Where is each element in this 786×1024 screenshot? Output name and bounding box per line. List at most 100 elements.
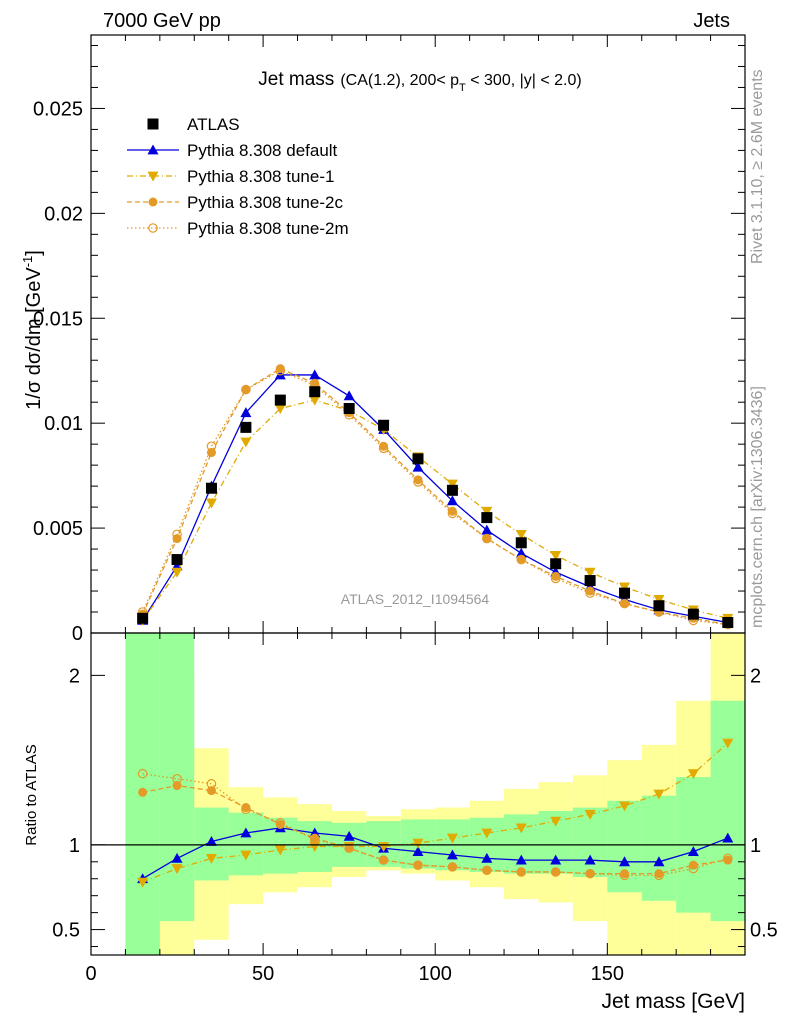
- ratio-point-3: [619, 870, 630, 881]
- ratio-panel-series: [137, 738, 734, 888]
- ratio-point-0: [240, 827, 252, 838]
- ratio-tick-label: 2: [69, 665, 80, 687]
- main-panel-series: [137, 364, 734, 630]
- series-point-1: [550, 550, 562, 561]
- header-left: 7000 GeV pp: [103, 10, 221, 32]
- series-point-0: [446, 495, 458, 506]
- ratio-point-2: [344, 843, 354, 853]
- ratio-point-3: [137, 768, 148, 779]
- ratio-point-1: [515, 823, 527, 834]
- atlas-data-point: [309, 386, 321, 398]
- ratio-point-3: [275, 818, 286, 828]
- series-point-2: [447, 506, 457, 516]
- series-point-2: [620, 599, 630, 609]
- ratio-point-1: [274, 845, 286, 856]
- ratio-point-2: [620, 869, 630, 879]
- atlas-data-point: [584, 575, 596, 587]
- ratio-point-0: [412, 846, 424, 857]
- ratio-uncertainty-bands: [125, 633, 745, 955]
- ratio-point-1: [171, 864, 183, 875]
- series-point-3: [516, 554, 527, 565]
- series-point-0: [309, 369, 321, 380]
- series-point-3: [550, 573, 561, 584]
- atlas-data-point: [137, 612, 149, 624]
- ratio-tick-label: 1: [69, 835, 80, 857]
- ratio-point-1: [653, 789, 665, 800]
- ratio-point-3: [344, 843, 354, 854]
- ratio-point-3: [688, 863, 699, 874]
- ratio-point-1: [722, 738, 734, 749]
- atlas-data-point: [722, 617, 734, 629]
- series-point-3: [275, 365, 286, 376]
- series-point-2: [241, 385, 251, 395]
- x-tick-label: 0: [85, 963, 96, 985]
- atlas-data-point: [412, 453, 424, 465]
- series-point-1: [584, 567, 596, 578]
- series-point-3: [619, 598, 630, 609]
- ratio-point-0: [584, 854, 596, 865]
- series-point-2: [379, 441, 389, 451]
- series-point-3: [585, 588, 595, 598]
- series-point-1: [515, 529, 527, 540]
- ratio-point-1: [584, 809, 596, 820]
- ratio-point-3: [378, 855, 389, 865]
- series-point-1: [619, 582, 631, 593]
- ratio-point-1: [412, 838, 424, 849]
- ratio-point-1: [481, 828, 493, 839]
- series-point-3: [172, 529, 182, 540]
- legend: ATLAS Pythia 8.308 default Pythia 8.308 tu…: [127, 115, 349, 238]
- ratio-line-0: [142, 827, 729, 880]
- legend-marker: [147, 171, 159, 182]
- ratio-band-green: [504, 814, 539, 874]
- series-point-0: [412, 461, 424, 472]
- atlas-data-point: [205, 482, 217, 494]
- ratio-point-0: [550, 854, 562, 865]
- ratio-point-3: [585, 868, 595, 879]
- ratio-point-0: [481, 852, 493, 863]
- series-point-1: [171, 567, 183, 578]
- atlas-data-point: [171, 554, 183, 566]
- atlas-data-point: [446, 484, 458, 496]
- ratio-point-2: [206, 786, 216, 796]
- ratio-point-3: [722, 853, 733, 864]
- y-tick-label: 0.015: [33, 308, 83, 330]
- ratio-point-3: [241, 804, 251, 815]
- ratio-band-green: [159, 633, 195, 922]
- y-tick-label: 0.02: [44, 203, 83, 225]
- series-point-0: [515, 547, 527, 558]
- series-point-1: [653, 595, 665, 605]
- ratio-line-2: [142, 784, 728, 875]
- series-point-1: [309, 395, 321, 406]
- series-point-0: [240, 407, 252, 418]
- ratio-band-green: [641, 795, 677, 901]
- ratio-point-3: [654, 870, 664, 881]
- ratio-point-3: [206, 779, 217, 789]
- ratio-point-1: [550, 816, 562, 827]
- atlas-data-point: [274, 394, 286, 406]
- x-tick-label: 150: [591, 963, 624, 985]
- atlas-data-point: [515, 537, 527, 549]
- ratio-point-3: [413, 860, 423, 870]
- ratio-point-0: [205, 835, 217, 846]
- ratio-point-0: [446, 849, 458, 860]
- ratio-point-2: [585, 869, 595, 879]
- ratio-point-3: [482, 865, 492, 876]
- series-point-1: [274, 404, 286, 414]
- atlas-data-point: [653, 600, 665, 612]
- atlas-data-point: [550, 558, 562, 570]
- ratio-point-1: [240, 850, 252, 861]
- ratio-tick-label-right: 2: [750, 665, 761, 687]
- series-point-0: [343, 390, 355, 401]
- analysis-id-label: ATLAS_2012_I1094564: [341, 591, 490, 607]
- ratio-line-1: [142, 742, 729, 883]
- series-point-2: [275, 364, 285, 374]
- series-point-1: [205, 498, 217, 509]
- ratio-point-0: [343, 830, 355, 841]
- legend-marker: [147, 144, 159, 155]
- ratio-point-2: [516, 867, 526, 877]
- ratio-point-0: [515, 854, 527, 865]
- x-tick-label: 50: [252, 963, 274, 985]
- ratio-tick-label-right: 1: [750, 835, 761, 857]
- ratio-point-3: [447, 862, 458, 872]
